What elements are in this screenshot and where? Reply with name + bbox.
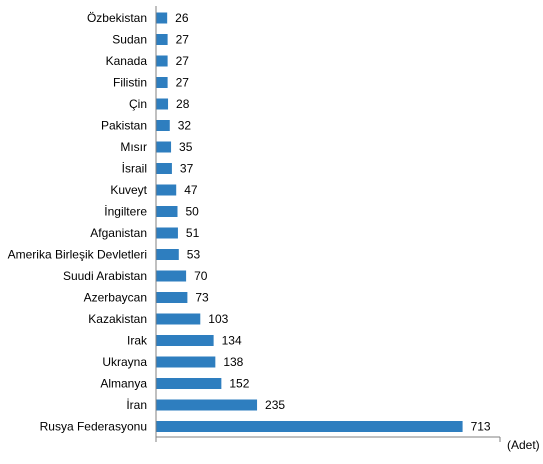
value-label-israil: 37: [180, 162, 194, 176]
bar-israil: [156, 163, 172, 174]
value-label-cin: 28: [176, 97, 190, 111]
category-label-azerbaycan: Azerbaycan: [84, 291, 147, 305]
bar-suudi-arabistan: [156, 270, 187, 282]
category-label-kuveyt: Kuveyt: [110, 183, 147, 197]
category-label-ukrayna: Ukrayna: [102, 355, 147, 369]
category-label-israil: İsrail: [122, 162, 147, 176]
bar-kanada: [156, 55, 168, 67]
bars-group: [156, 12, 463, 432]
bar-ingiltere: [156, 206, 178, 217]
value-labels-group: 26 27 27 27 28 32 35 37 47 50 51 53 70 73 103 134 138 152…: [175, 11, 491, 434]
category-label-pakistan: Pakistan: [101, 119, 147, 133]
bar-iran: [156, 399, 258, 411]
bar-kuveyt: [156, 184, 177, 196]
category-label-rusya-federasyonu: Rusya Federasyonu: [40, 420, 147, 434]
bar-ukrayna: [156, 356, 216, 368]
category-label-iran: İran: [126, 398, 147, 412]
value-label-filistin: 27: [176, 76, 190, 90]
bar-rusya-federasyonu: [156, 421, 463, 432]
value-label-kazakistan: 103: [208, 312, 228, 326]
category-label-amerika-birlesik-devletleri: Amerika Birleşik Devletleri: [8, 248, 147, 262]
value-label-almanya: 152: [229, 377, 249, 391]
bar-pakistan: [156, 120, 170, 131]
value-label-amerika-birlesik-devletleri: 53: [187, 248, 201, 262]
bar-afganistan: [156, 227, 178, 239]
category-label-misir: Mısır: [120, 140, 147, 154]
value-label-kuveyt: 47: [184, 183, 198, 197]
category-label-ozbekistan: Özbekistan: [87, 11, 147, 25]
category-label-almanya: Almanya: [100, 377, 147, 391]
bar-amerika-birlesik-devletleri: [156, 249, 179, 260]
value-label-pakistan: 32: [178, 119, 192, 133]
category-label-filistin: Filistin: [113, 76, 147, 90]
value-label-azerbaycan: 73: [195, 291, 209, 305]
value-label-kanada: 27: [176, 54, 190, 68]
category-label-suudi-arabistan: Suudi Arabistan: [63, 269, 147, 283]
bar-filistin: [156, 77, 168, 88]
bar-irak: [156, 335, 214, 346]
category-label-ingiltere: İngiltere: [104, 205, 147, 219]
value-label-ingiltere: 50: [186, 205, 200, 219]
category-label-irak: Irak: [127, 334, 148, 348]
value-label-sudan: 27: [176, 33, 190, 47]
bar-almanya: [156, 378, 222, 389]
category-labels-group: Özbekistan Sudan Kanada Filistin Çin Pakistan…: [8, 11, 148, 434]
bar-ozbekistan: [156, 12, 168, 24]
value-label-afganistan: 51: [186, 226, 200, 240]
bar-sudan: [156, 34, 168, 45]
bar-azerbaycan: [156, 292, 188, 303]
value-label-ukrayna: 138: [223, 355, 243, 369]
bar-misir: [156, 141, 172, 153]
category-label-kanada: Kanada: [106, 54, 148, 68]
bar-cin: [156, 98, 169, 110]
value-label-ozbekistan: 26: [175, 11, 189, 25]
value-label-rusya-federasyonu: 713: [471, 420, 491, 434]
category-label-cin: Çin: [129, 97, 147, 111]
x-axis-ticks-group: [155, 437, 501, 442]
value-label-irak: 134: [222, 334, 242, 348]
value-label-suudi-arabistan: 70: [194, 269, 208, 283]
value-label-misir: 35: [179, 140, 193, 154]
category-label-kazakistan: Kazakistan: [88, 312, 147, 326]
value-label-iran: 235: [265, 398, 285, 412]
unit-label: (Adet): [507, 438, 540, 452]
category-label-sudan: Sudan: [112, 33, 147, 47]
bar-kazakistan: [156, 313, 201, 325]
category-label-afganistan: Afganistan: [90, 226, 147, 240]
